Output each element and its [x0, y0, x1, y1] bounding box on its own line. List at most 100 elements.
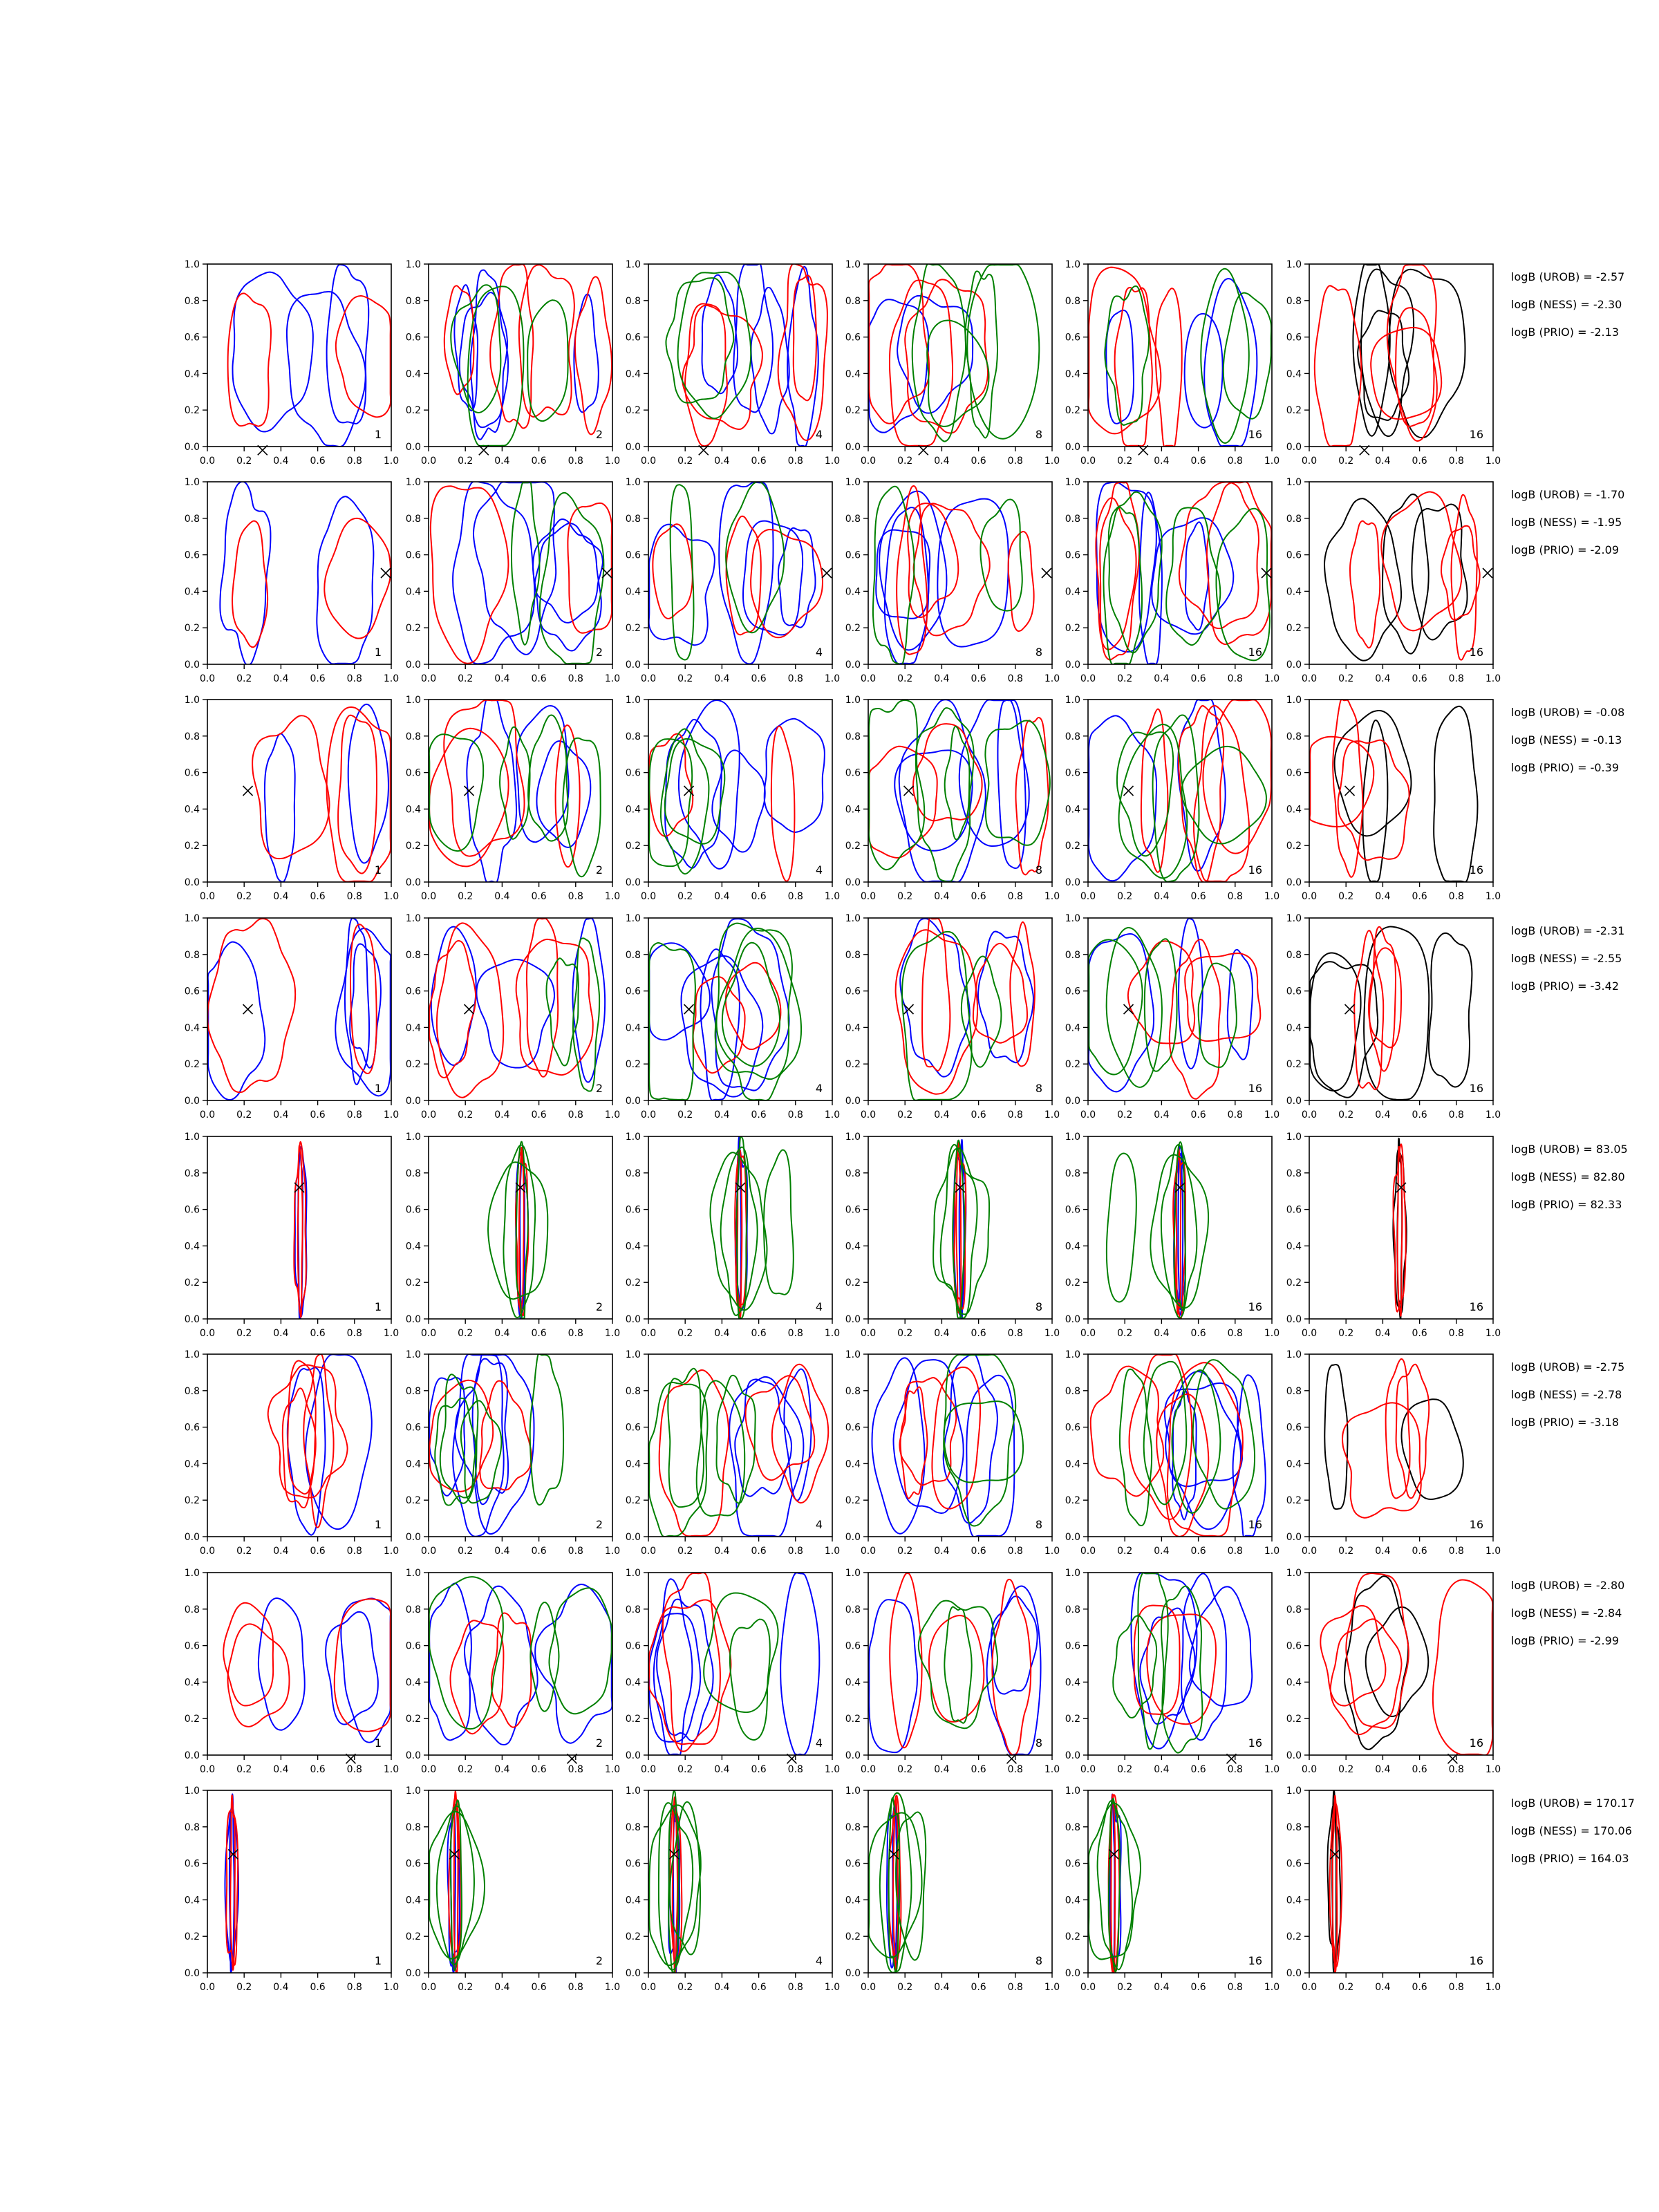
- x-tick-label: 0.6: [1412, 456, 1427, 467]
- y-tick-label: 0.4: [1286, 1241, 1302, 1252]
- y-tick-label: 0.4: [1065, 1022, 1080, 1033]
- y-tick-label: 1.0: [406, 1568, 421, 1579]
- contour-line-blue: [1139, 1607, 1196, 1725]
- panel-annotation: 4: [816, 428, 823, 441]
- contour-line-red: [337, 714, 378, 874]
- y-tick-label: 1.0: [845, 1785, 861, 1797]
- x-tick-label: 1.0: [1044, 456, 1060, 467]
- contour-line-red: [1088, 266, 1162, 435]
- contour-group: [1324, 1358, 1464, 1519]
- contour-line-red: [490, 1612, 532, 1728]
- contour-line-green: [939, 1143, 978, 1319]
- panel-annotation: 16: [1248, 863, 1262, 877]
- y-tick-label: 0.0: [406, 1314, 421, 1325]
- true-parameter-marker: [683, 785, 695, 796]
- panel-r3-c1: 0.0 0.2 0.4 0.6 0.8 1.0 0.0 0.2 0.4 0.6 0.8 1.0 1: [185, 695, 399, 902]
- panel-frame: [1087, 917, 1273, 1101]
- y-tick-label: 0.6: [1286, 1641, 1302, 1652]
- panel-frame: [1309, 699, 1494, 883]
- contour-line-red: [554, 724, 581, 868]
- x-tick-label: 0.8: [568, 1109, 583, 1121]
- x-tick-label: 0.2: [1117, 1764, 1132, 1775]
- contour-line-red: [1127, 940, 1196, 1044]
- panel-annotation: 2: [596, 428, 603, 441]
- y-tick-label: 0.4: [626, 1895, 641, 1906]
- contour-line-red: [429, 727, 509, 868]
- y-tick-label: 0.8: [1286, 1168, 1302, 1179]
- contour-line-red: [921, 918, 951, 1072]
- panel-r3-c3: 0.0 0.2 0.4 0.6 0.8 1.0 0.0 0.2 0.4 0.6 0.8 1.0 4: [626, 695, 840, 902]
- contour-line-black: [1352, 264, 1391, 437]
- x-tick-label: 0.2: [677, 891, 693, 902]
- y-tick-label: 0.6: [626, 332, 641, 344]
- x-tick-label: 0.8: [347, 673, 362, 684]
- contour-line-red: [1206, 482, 1272, 646]
- y-tick-label: 0.8: [1065, 514, 1080, 525]
- x-tick-label: 1.0: [605, 1328, 620, 1339]
- contour-line-blue: [1177, 700, 1226, 872]
- y-tick-label: 0.2: [185, 1495, 200, 1506]
- panel-annotation: 16: [1470, 1518, 1483, 1531]
- contour-line-red: [955, 1141, 962, 1314]
- y-tick-label: 0.4: [845, 1677, 861, 1688]
- y-tick-label: 0.0: [1065, 1314, 1080, 1325]
- contour-group: [648, 482, 824, 664]
- y-tick-label: 0.2: [185, 1277, 200, 1288]
- contour-line-blue: [536, 740, 592, 848]
- contour-line-blue: [335, 927, 391, 1097]
- y-tick-label: 0.8: [845, 514, 861, 525]
- y-tick-label: 1.0: [406, 1132, 421, 1143]
- x-tick-label: 0.2: [677, 1328, 693, 1339]
- x-tick-label: 1.0: [825, 1328, 840, 1339]
- contour-group: [429, 918, 606, 1098]
- panel-annotation: 1: [375, 1736, 382, 1750]
- panel-annotation: 1: [375, 863, 382, 877]
- contour-line-green: [487, 1161, 549, 1300]
- y-tick-label: 0.0: [845, 1968, 861, 1979]
- x-tick-label: 0.6: [1190, 1109, 1206, 1121]
- y-tick-label: 0.4: [845, 1459, 861, 1470]
- y-tick-label: 0.0: [1286, 1750, 1302, 1761]
- panel-frame: [648, 917, 833, 1101]
- contour-line-green: [1192, 1359, 1256, 1510]
- y-tick-label: 1.0: [1065, 913, 1080, 924]
- panel-r5-c5: 0.0 0.2 0.4 0.6 0.8 1.0 0.0 0.2 0.4 0.6 0.8 1.0 16: [1065, 1132, 1280, 1339]
- panel-frame: [1087, 263, 1273, 447]
- contour-line-green: [669, 484, 695, 661]
- contour-line-green: [1222, 292, 1272, 420]
- contour-line-green: [562, 737, 601, 878]
- y-tick-label: 1.0: [185, 695, 200, 706]
- x-tick-label: 0.6: [751, 891, 766, 902]
- x-tick-label: 0.8: [1008, 1982, 1023, 1993]
- contour-line-blue: [1203, 278, 1258, 447]
- contour-line-red: [252, 715, 330, 860]
- panel-annotation: 16: [1248, 646, 1262, 659]
- contour-line-red: [1329, 1618, 1403, 1736]
- logb-stat-text: logB (UROB) = -2.75: [1511, 1360, 1624, 1374]
- x-tick-label: 0.2: [1338, 1546, 1353, 1557]
- x-tick-label: 0.8: [1008, 673, 1023, 684]
- y-tick-label: 0.4: [845, 1895, 861, 1906]
- y-tick-label: 0.6: [1065, 986, 1080, 997]
- panel-annotation: 1: [375, 1518, 382, 1531]
- x-tick-label: 0.2: [236, 1764, 252, 1775]
- y-tick-label: 0.0: [406, 1096, 421, 1107]
- x-tick-label: 0.4: [273, 1982, 288, 1993]
- x-tick-label: 0.0: [421, 1764, 436, 1775]
- y-tick-label: 1.0: [626, 913, 641, 924]
- y-tick-label: 0.2: [406, 1714, 421, 1725]
- x-tick-label: 1.0: [825, 1546, 840, 1557]
- panel-r8-c1: 0.0 0.2 0.4 0.6 0.8 1.0 0.0 0.2 0.4 0.6 0.8 1.0 1: [185, 1785, 399, 1993]
- x-tick-label: 1.0: [605, 1109, 620, 1121]
- contour-line-red: [1313, 285, 1362, 447]
- y-tick-label: 0.8: [1065, 1822, 1080, 1833]
- panel-annotation: 16: [1470, 1736, 1483, 1750]
- contour-line-green: [527, 299, 569, 422]
- x-tick-label: 1.0: [1264, 1328, 1280, 1339]
- contour-line-green: [915, 707, 975, 882]
- contour-line-blue: [257, 1597, 306, 1731]
- y-tick-label: 0.4: [626, 1459, 641, 1470]
- contour-line-black: [1324, 1364, 1349, 1510]
- x-tick-label: 1.0: [825, 673, 840, 684]
- y-tick-label: 0.2: [406, 1931, 421, 1942]
